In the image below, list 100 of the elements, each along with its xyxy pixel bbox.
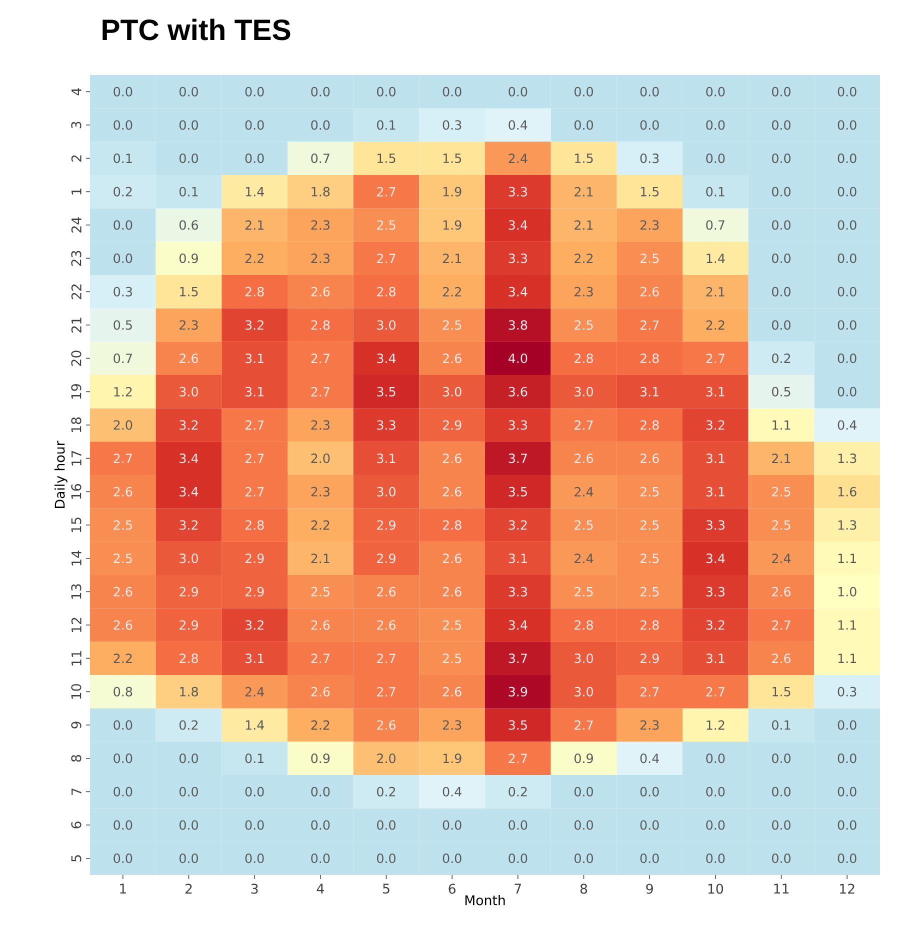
data-label: 3.0 [574,686,593,696]
data-label: 3.4 [180,486,198,496]
data-label: 0.0 [508,86,528,96]
data-label: 0.0 [114,786,132,796]
data-label: 3.2 [180,420,198,430]
data-label: 2.5 [574,586,593,596]
data-label: 2.6 [772,586,791,596]
data-label: 0.0 [706,786,725,796]
data-label: 0.0 [838,120,856,130]
data-label: 0.3 [838,686,856,696]
data-label: 0.0 [245,120,264,130]
data-label: 2.3 [442,720,462,730]
data-label: 0.0 [377,854,396,864]
data-label: 2.1 [574,186,593,196]
data-label: 3.4 [508,286,528,296]
data-label: 0.0 [377,820,396,830]
data-label: 0.0 [838,854,856,864]
data-label: 1.6 [838,486,856,496]
data-label: 2.2 [114,654,132,664]
x-tick-label: 1 [120,884,126,894]
data-label: 1.8 [180,686,198,696]
data-label: 2.6 [640,454,659,464]
data-label: 2.2 [706,320,724,330]
data-label: 3.3 [508,586,527,596]
data-label: 3.0 [377,320,396,330]
data-label: 0.0 [114,820,132,830]
y-tick-label: 11 [72,651,82,666]
data-label: 2.5 [574,320,593,330]
data-label: 2.7 [245,454,264,464]
data-label: 2.6 [377,620,396,630]
data-label: 0.0 [706,86,725,96]
data-label: 2.9 [245,586,264,596]
y-tick-label: 3 [71,122,82,128]
data-label: 2.3 [180,320,198,330]
y-tick-label: 16 [71,484,82,499]
data-label: 0.6 [180,220,198,230]
data-label: 3.5 [377,386,396,396]
data-label: 0.4 [508,120,528,130]
data-label: 2.0 [311,454,330,464]
data-label: 2.6 [311,620,330,630]
data-label: 2.2 [245,254,264,264]
data-label: 0.0 [640,854,659,864]
y-axis-title: Daily hour [54,440,68,508]
data-label: 2.2 [311,720,330,730]
data-label: 3.0 [442,386,462,396]
data-label: 3.2 [245,320,264,330]
data-label: 2.6 [114,586,132,596]
data-label: 1.9 [443,186,462,196]
data-label: 0.0 [114,854,132,864]
data-label: 3.2 [706,620,724,630]
data-label: 0.0 [508,854,528,864]
data-label: 3.1 [245,654,264,664]
data-label: 0.0 [640,820,659,830]
data-label: 3.3 [508,254,527,264]
data-label: 3.2 [180,520,198,530]
data-label: 3.1 [706,386,724,396]
data-label: 1.2 [706,720,724,730]
data-label: 0.0 [772,120,790,130]
data-label: 0.0 [772,786,790,796]
data-label: 0.0 [706,120,725,130]
data-label: 1.8 [312,186,330,196]
data-label: 1.4 [706,254,725,263]
data-label: 2.4 [245,686,264,696]
data-label: 0.0 [772,286,790,296]
data-label: 0.0 [442,86,462,96]
y-tick-label: 14 [72,550,82,566]
data-label: 0.0 [772,854,790,864]
data-label: 0.0 [180,786,198,796]
data-label: 1.2 [114,386,132,396]
data-label: 0.0 [180,820,198,830]
data-label: 0.0 [114,754,132,764]
data-label: 2.6 [442,354,462,364]
data-label: 0.3 [442,120,462,130]
data-label: 0.0 [706,154,725,164]
y-tick-label: 4 [72,88,82,96]
data-label: 2.8 [180,654,198,664]
data-label: 2.6 [114,486,132,496]
data-label: 0.0 [772,320,790,330]
data-label: 3.1 [706,654,724,664]
data-label: 2.6 [311,286,330,296]
data-label: 2.7 [508,754,527,764]
data-label: 0.0 [180,154,198,164]
x-tick-label: 4 [316,884,324,894]
data-label: 2.1 [706,286,724,296]
data-label: 2.7 [377,686,396,696]
data-label: 3.3 [508,186,527,196]
data-label: 2.6 [442,686,462,696]
data-label: 2.9 [640,654,659,664]
x-tick-label: 2 [185,884,192,894]
data-label: 3.8 [508,320,528,330]
data-label: 2.7 [377,186,396,196]
data-label: 0.0 [640,786,659,796]
data-label: 0.0 [574,854,593,864]
y-tick-label: 23 [71,250,82,266]
data-label: 2.7 [245,486,264,496]
y-tick-label: 2 [71,155,82,162]
y-tick-label: 18 [71,417,82,432]
data-label: 0.4 [838,420,856,430]
data-label: 3.5 [508,486,527,496]
data-label: 2.2 [574,254,593,264]
